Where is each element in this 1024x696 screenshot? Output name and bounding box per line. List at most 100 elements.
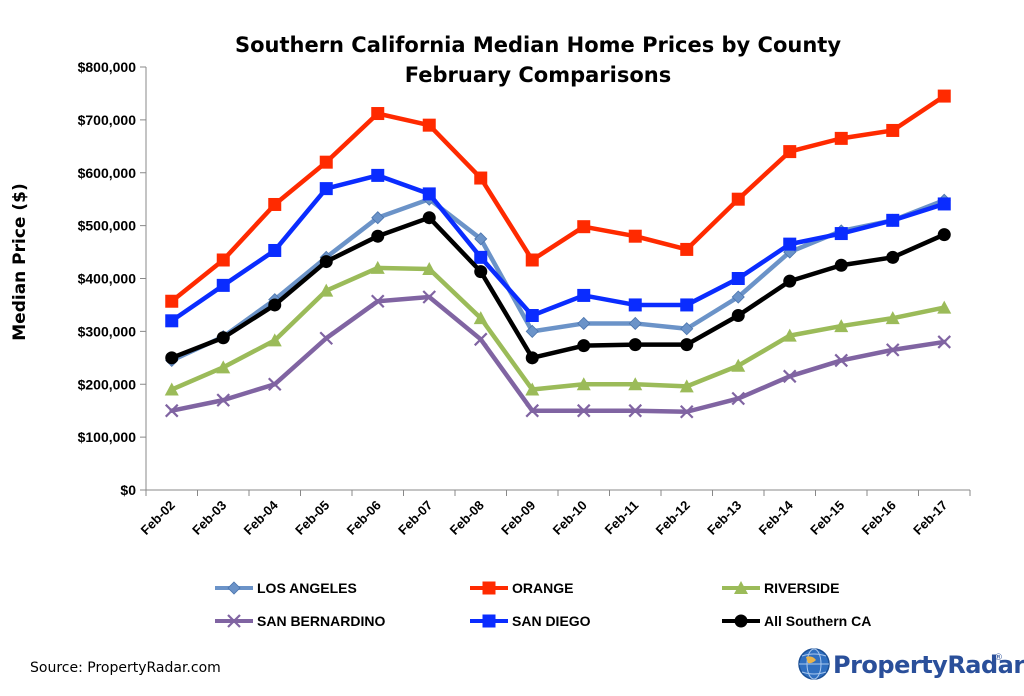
series-group	[164, 89, 952, 419]
x-marker-stroke	[164, 403, 179, 418]
data-point-all-southern-ca	[577, 339, 591, 353]
series-san-bernardino	[164, 290, 952, 419]
data-point-orange	[422, 118, 436, 132]
legend: LOS ANGELES ORANGE RIVERSIDE SAN BERNARDINO…	[215, 580, 871, 629]
data-point-san-bernardino	[164, 403, 179, 418]
data-point-orange	[628, 229, 642, 243]
x-tick-label: Feb-16	[859, 498, 899, 538]
data-point-orange	[680, 242, 694, 256]
propertyradar-logo: PropertyRadar ®	[798, 648, 1024, 680]
legend-swatch-marker	[482, 614, 496, 628]
series-all-southern-ca	[165, 211, 951, 365]
data-point-san-bernardino	[834, 353, 849, 368]
series-line-all-southern-ca	[169, 215, 947, 361]
x-tick-label: Feb-10	[550, 498, 590, 538]
x-tick-label: Feb-04	[241, 497, 282, 538]
data-point-los-angeles	[474, 232, 488, 246]
chart-subtitle: February Comparisons	[405, 63, 671, 87]
x-marker-stroke	[782, 369, 797, 384]
x-tick-label: Feb-15	[807, 498, 847, 538]
data-point-san-diego	[422, 187, 436, 201]
y-tick-label: $500,000	[78, 218, 137, 234]
x-tick-label: Feb-02	[138, 498, 178, 538]
chart-title: Southern California Median Home Prices b…	[235, 33, 841, 57]
data-point-riverside	[422, 261, 437, 275]
data-point-all-southern-ca	[886, 250, 900, 264]
legend-item-los-angeles: LOS ANGELES	[215, 580, 357, 596]
data-point-san-diego	[834, 227, 848, 241]
data-point-orange	[834, 131, 848, 145]
x-marker-stroke	[628, 403, 643, 418]
data-point-san-bernardino	[319, 331, 334, 346]
data-point-los-angeles	[371, 211, 385, 225]
x-marker-stroke	[731, 391, 746, 406]
data-point-san-diego	[216, 278, 230, 292]
x-tick-label: Feb-05	[292, 498, 332, 538]
source-note: Source: PropertyRadar.com	[30, 660, 221, 676]
logo-registered-mark: ®	[994, 653, 1003, 663]
data-point-orange	[371, 107, 385, 121]
x-tick-label: Feb-03	[189, 498, 229, 538]
chart-title-group: Southern California Median Home Prices b…	[235, 33, 841, 87]
data-point-orange	[216, 253, 230, 267]
data-point-san-bernardino	[937, 335, 952, 349]
series-san-diego	[165, 168, 951, 328]
data-point-riverside	[731, 358, 746, 372]
data-point-all-southern-ca	[783, 274, 797, 288]
legend-item-riverside: RIVERSIDE	[722, 580, 839, 596]
x-tick-label: Feb-08	[447, 498, 487, 538]
data-point-riverside	[679, 379, 694, 393]
y-tick-label: $800,000	[78, 59, 137, 75]
data-point-los-angeles	[577, 316, 591, 331]
data-point-san-diego	[525, 309, 539, 323]
legend-label: LOS ANGELES	[257, 580, 357, 596]
data-point-san-diego	[937, 197, 951, 211]
series-line-los-angeles	[169, 196, 947, 363]
data-point-san-diego	[268, 243, 282, 257]
data-point-los-angeles	[731, 290, 745, 304]
data-point-orange	[731, 192, 745, 206]
data-point-all-southern-ca	[422, 211, 436, 225]
data-point-orange	[783, 145, 797, 159]
legend-label: SAN DIEGO	[512, 613, 591, 629]
data-point-riverside	[782, 328, 797, 342]
y-tick-label: $0	[120, 482, 136, 498]
y-axis-ticks: $0 $100,000 $200,000 $300,000 $400,000 $500,0…	[78, 59, 146, 498]
x-marker-stroke	[227, 614, 241, 628]
series-line-riverside	[169, 265, 947, 392]
x-tick-label: Feb-09	[498, 498, 538, 538]
x-tick-label: Feb-17	[910, 498, 950, 538]
x-marker-stroke	[679, 404, 694, 419]
data-point-orange	[165, 294, 179, 308]
data-point-san-diego	[886, 213, 900, 227]
y-tick-label: $600,000	[78, 165, 137, 181]
series-los-angeles	[165, 192, 951, 368]
legend-label: All Southern CA	[764, 613, 871, 629]
data-point-los-angeles	[680, 322, 694, 336]
y-tick-label: $300,000	[78, 323, 137, 339]
data-point-san-diego	[371, 168, 385, 182]
data-point-all-southern-ca	[268, 298, 282, 312]
legend-label: SAN BERNARDINO	[257, 613, 385, 629]
x-tick-label: Feb-14	[756, 497, 797, 538]
data-point-san-diego	[165, 314, 179, 328]
series-riverside	[164, 260, 952, 396]
data-point-san-diego	[628, 298, 642, 312]
y-tick-label: $100,000	[78, 429, 137, 445]
data-point-all-southern-ca	[680, 338, 694, 352]
x-marker-stroke	[216, 393, 231, 407]
x-marker-stroke	[525, 403, 540, 418]
data-point-san-bernardino	[885, 343, 900, 357]
data-point-all-southern-ca	[628, 338, 642, 352]
legend-swatch-marker	[227, 614, 241, 628]
data-point-riverside	[576, 377, 591, 391]
logo-text: PropertyRadar	[833, 651, 1024, 679]
data-point-san-diego	[577, 288, 591, 302]
data-point-san-bernardino	[370, 294, 385, 309]
data-point-san-diego	[783, 237, 797, 251]
x-tick-label: Feb-06	[344, 498, 384, 538]
x-marker-stroke	[834, 353, 849, 368]
x-tick-label: Feb-12	[653, 498, 693, 538]
data-point-san-bernardino	[576, 403, 591, 418]
